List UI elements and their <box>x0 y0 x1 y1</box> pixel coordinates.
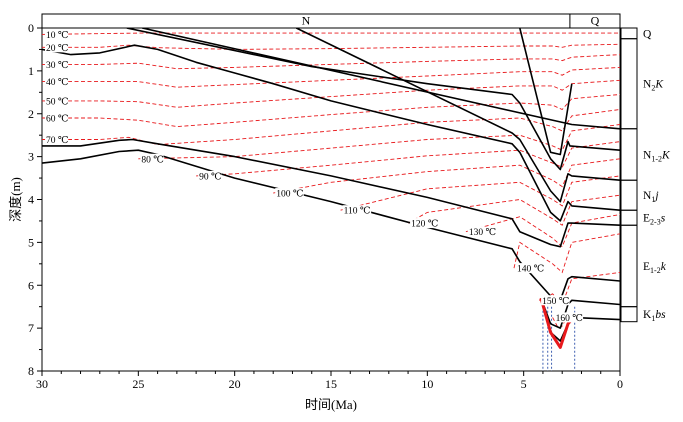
isotherm-label-80: 80 ℃ <box>141 155 164 165</box>
isotherm-label-bg <box>45 113 69 124</box>
isotherm-label-100: 100 ℃ <box>276 190 304 200</box>
isotherm-50 <box>42 79 620 108</box>
y-tick-label: 7 <box>28 321 34 335</box>
isotherm-90 <box>196 141 620 177</box>
y-tick-label: 2 <box>28 107 34 121</box>
plot-frame <box>41 13 621 372</box>
y-tick-label: 5 <box>28 235 34 249</box>
burial-line-5 <box>42 44 620 222</box>
strat-label-e2-3s: E2-3s <box>643 213 666 227</box>
isotherm-label-bg <box>467 226 497 237</box>
y-tick-label: 6 <box>28 278 34 292</box>
strat-label-n1j: N1j <box>643 190 659 204</box>
x-tick-label: 5 <box>521 377 527 391</box>
isotherm-label-bg <box>541 295 570 306</box>
x-tick-label: 10 <box>421 377 433 391</box>
isotherm-label-bg <box>198 170 222 181</box>
period-label-n: N <box>302 14 311 28</box>
strat-label-e1-2k: E1-2k <box>643 261 667 275</box>
burial-line-3 <box>126 28 620 171</box>
burial-line-6 <box>42 138 620 248</box>
axes: 30 25 20 15 10 5 0 0 1 2 3 4 5 6 7 8 时间(Ma) 深度(m) <box>8 21 623 412</box>
y-tick-label: 8 <box>28 364 34 378</box>
period-label-q: Q <box>591 14 600 28</box>
x-tick-label: 0 <box>617 377 623 391</box>
isotherm-label-bg <box>554 312 584 323</box>
isotherm-30 <box>42 54 620 70</box>
burial-line-4 <box>295 28 620 203</box>
isotherm-60 <box>42 94 620 128</box>
isotherm-label-bg <box>45 76 69 87</box>
isotherm-label-bg <box>45 29 69 40</box>
isotherm-40 <box>42 66 620 88</box>
strat-box-n2k <box>620 38 638 130</box>
strat-box-e2-3s <box>620 209 638 226</box>
strat-box-k1bs <box>620 306 638 323</box>
isotherm-label-130: 130 ℃ <box>469 228 497 238</box>
isotherm-label-bg <box>45 59 69 70</box>
y-tick-label: 0 <box>28 21 34 35</box>
isotherm-label-30: 30 ℃ <box>46 61 69 71</box>
strat-label-q: Q <box>643 28 652 40</box>
strat-label-n1-2k: N1-2K <box>643 149 671 163</box>
strat-box-e1-2k <box>620 224 638 308</box>
isotherm-10 <box>42 32 620 35</box>
isotherm-label-110: 110 ℃ <box>344 207 371 217</box>
y-tick-label: 4 <box>28 193 34 207</box>
isotherm-110 <box>340 175 620 211</box>
isotherm-label-160: 160 ℃ <box>556 314 584 324</box>
strat-column <box>620 27 638 323</box>
isotherm-label-40: 40 ℃ <box>46 78 69 88</box>
y-axis-title: 深度(m) <box>8 177 23 222</box>
isotherm-label-bg <box>275 188 304 199</box>
x-tick-label: 25 <box>132 377 144 391</box>
isotherm-140 <box>513 233 620 274</box>
isotherm-label-bg <box>45 95 69 106</box>
isotherm-label-bg <box>45 42 69 53</box>
isotherm-100 <box>273 158 620 194</box>
isotherm-label-bg <box>140 153 164 164</box>
isotherm-label-70: 70 ℃ <box>46 136 69 146</box>
isotherm-label-bg <box>45 134 69 145</box>
x-tick-label: 30 <box>36 377 48 391</box>
burial-line-2 <box>142 28 620 130</box>
strat-box-n1-2k <box>620 128 638 181</box>
isotherm-label-90: 90 ℃ <box>199 172 222 182</box>
strat-box-n1j <box>620 179 638 211</box>
y-tick-label: 1 <box>28 64 34 78</box>
strat-box-q <box>620 27 638 40</box>
isotherm-label-140: 140 ℃ <box>517 265 545 275</box>
isotherm-label-120: 120 ℃ <box>411 220 439 230</box>
x-axis-title: 时间(Ma) <box>305 397 357 412</box>
x-tick-label: 15 <box>325 377 337 391</box>
isotherm-label-20: 20 ℃ <box>46 44 69 54</box>
isotherm-label-10: 10 ℃ <box>46 31 69 41</box>
isotherm-20 <box>42 43 620 50</box>
isotherm-label-150: 150 ℃ <box>542 297 570 307</box>
strat-label-k1bs: K1bs <box>643 309 666 323</box>
y-tick-label: 3 <box>28 150 34 164</box>
burial-line-1 <box>519 28 573 156</box>
isotherm-label-bg <box>410 218 439 229</box>
isotherm-label-bg <box>342 205 372 216</box>
strat-label-n2k: N2K <box>643 79 664 93</box>
isotherm-120 <box>407 194 620 226</box>
isotherm-label-50: 50 ℃ <box>46 97 69 107</box>
x-tick-label: 20 <box>229 377 241 391</box>
isotherm-label-60: 60 ℃ <box>46 115 69 125</box>
isotherm-label-bg <box>516 263 545 274</box>
plot-area <box>42 28 620 371</box>
